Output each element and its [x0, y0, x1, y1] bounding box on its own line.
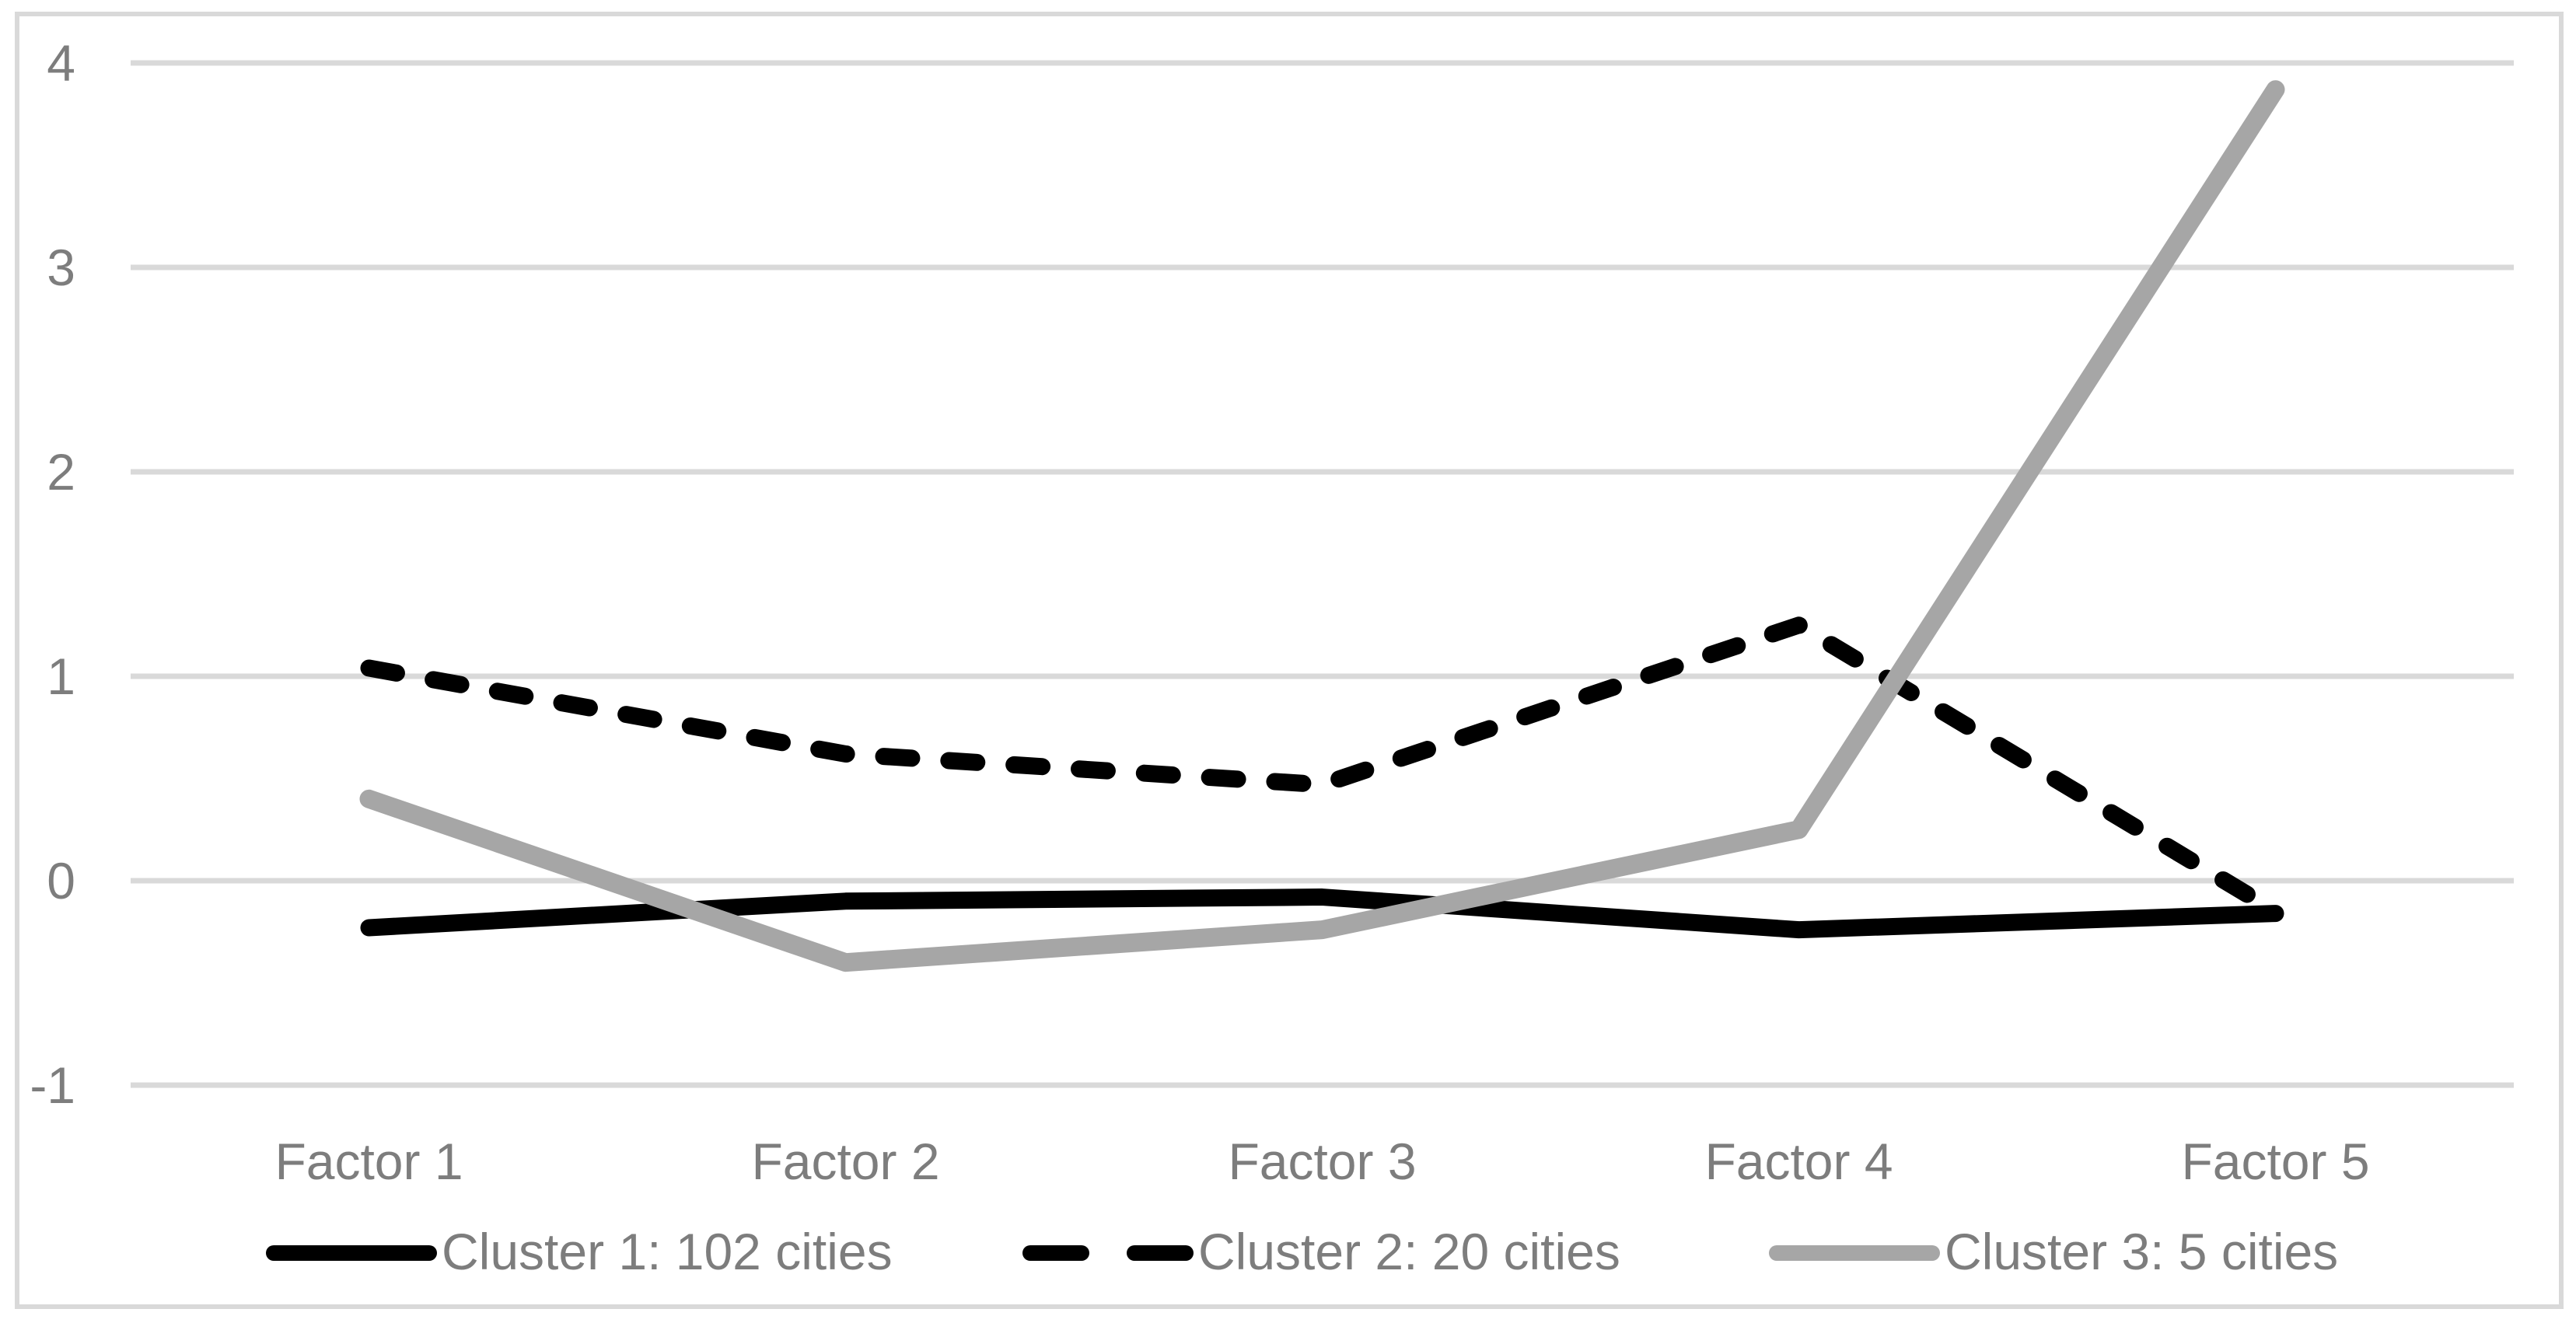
x-category-label: Factor 1 [274, 1133, 463, 1190]
y-tick-label: 0 [47, 852, 75, 909]
y-tick-label: 3 [47, 239, 75, 296]
legend-label-cluster-1: Cluster 1: 102 cities [442, 1223, 893, 1280]
series-line-cluster-2 [360, 616, 2284, 920]
legend-label-cluster-2: Cluster 2: 20 cities [1198, 1223, 1620, 1280]
legend-label-cluster-3: Cluster 3: 5 cities [1945, 1223, 2338, 1280]
x-category-label: Factor 4 [1704, 1133, 1893, 1190]
series-line-cluster-3 [359, 80, 2285, 972]
y-tick-label: 4 [47, 34, 75, 92]
y-tick-label: -1 [30, 1056, 75, 1114]
x-category-label: Factor 2 [751, 1133, 939, 1190]
x-category-label: Factor 5 [2181, 1133, 2369, 1190]
figure-border [15, 12, 2564, 1309]
y-tick-label: 1 [47, 648, 75, 705]
y-tick-label: 2 [47, 443, 75, 501]
x-category-label: Factor 3 [1228, 1133, 1416, 1190]
